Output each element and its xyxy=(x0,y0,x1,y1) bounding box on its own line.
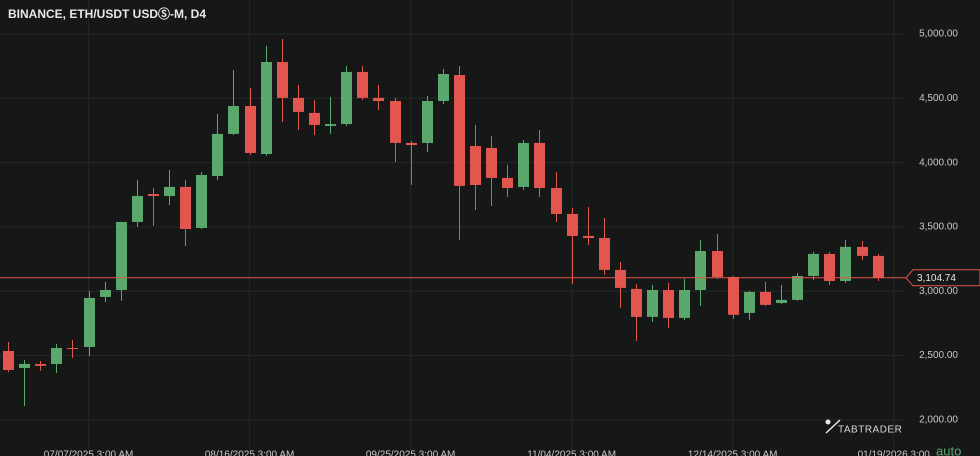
candle-body xyxy=(148,194,159,196)
candle-body xyxy=(309,112,320,125)
candle-body xyxy=(551,187,562,214)
scale-button[interactable]: auto xyxy=(936,443,961,456)
x-tick-label: 01/19/2026 3:00 xyxy=(858,450,931,456)
candle-body xyxy=(663,289,674,318)
watermark-icon xyxy=(825,419,841,434)
candle-body xyxy=(534,142,545,188)
x-tick-label: 07/07/2025 3:00 AM xyxy=(44,450,134,456)
candle-body xyxy=(486,147,497,178)
candle-body xyxy=(615,269,626,288)
x-tick-label: 08/16/2025 3:00 AM xyxy=(205,450,295,456)
candle-body xyxy=(422,100,433,143)
candle-body xyxy=(3,350,14,371)
candle-body xyxy=(583,235,594,239)
candle-body xyxy=(599,238,610,270)
chart-title: BINANCE, ETH/USDT USDⓈ-M, D4 xyxy=(8,6,206,21)
axis: 2,000.00 2,500.00 3,000.00 3,500.00 4,000.00… xyxy=(44,29,980,456)
watermark-icon xyxy=(825,419,831,425)
candle-body xyxy=(776,299,787,303)
candle-body xyxy=(357,71,368,98)
candle-body xyxy=(373,97,384,101)
candle-body xyxy=(325,124,336,126)
candle-body xyxy=(567,213,578,236)
watermark-text: TABTRADER xyxy=(838,425,902,436)
candle-body xyxy=(406,142,417,145)
candle-body xyxy=(712,251,723,277)
candle-body xyxy=(857,246,868,256)
candle-body xyxy=(277,62,288,98)
candle-body xyxy=(390,100,401,143)
candle-body xyxy=(824,253,835,281)
candle-body xyxy=(196,174,207,228)
candle-body xyxy=(35,363,46,366)
y-tick-label: 2,000.00 xyxy=(919,415,958,426)
y-tick-label: 4,000.00 xyxy=(919,157,958,168)
candle-body xyxy=(631,288,642,317)
candle-body xyxy=(744,291,755,313)
candle-body xyxy=(728,276,739,315)
y-tick-label: 4,500.00 xyxy=(919,93,958,104)
candle-body xyxy=(116,221,127,290)
candle-body xyxy=(470,146,481,186)
candle-body xyxy=(518,142,529,187)
candle-body xyxy=(67,348,78,350)
candle-body xyxy=(261,62,272,154)
x-tick-label: 09/25/2025 3:00 AM xyxy=(366,450,456,456)
candle-body xyxy=(502,177,513,188)
candle-body xyxy=(84,297,95,347)
candle-body xyxy=(51,348,62,364)
y-tick-label: 5,000.00 xyxy=(919,29,958,40)
candle-body xyxy=(792,275,803,300)
last-price-tag xyxy=(905,269,980,287)
candle-body xyxy=(245,106,256,153)
candle-body xyxy=(647,289,658,317)
y-tick-label: 2,500.00 xyxy=(919,350,958,361)
y-tick-label: 3,500.00 xyxy=(919,222,958,233)
candle-body xyxy=(760,291,771,305)
candle-body xyxy=(132,195,143,222)
candle-body xyxy=(164,186,175,196)
y-tick-label: 3,000.00 xyxy=(919,286,958,297)
candle-body xyxy=(228,106,239,134)
grid xyxy=(0,0,905,450)
candle-body xyxy=(438,73,449,101)
candle-body xyxy=(212,133,223,176)
candle-body xyxy=(180,186,191,230)
candle-body xyxy=(293,97,304,112)
candle-body xyxy=(840,246,851,281)
candle-body xyxy=(695,251,706,290)
candle-body xyxy=(679,289,690,318)
watermark: TABTRADER xyxy=(825,419,902,436)
plot xyxy=(0,38,980,406)
candle-body xyxy=(808,253,819,276)
candle-body xyxy=(19,363,30,368)
candle-body xyxy=(100,289,111,297)
last-price-label: 3,104.74 xyxy=(917,273,956,284)
candle-body xyxy=(341,71,352,125)
candle-body xyxy=(873,255,884,278)
candle-body xyxy=(454,75,465,186)
x-tick-label: 11/04/2025 3:00 AM xyxy=(527,450,616,456)
x-tick-label: 12/14/2025 3:00 AM xyxy=(688,450,778,456)
